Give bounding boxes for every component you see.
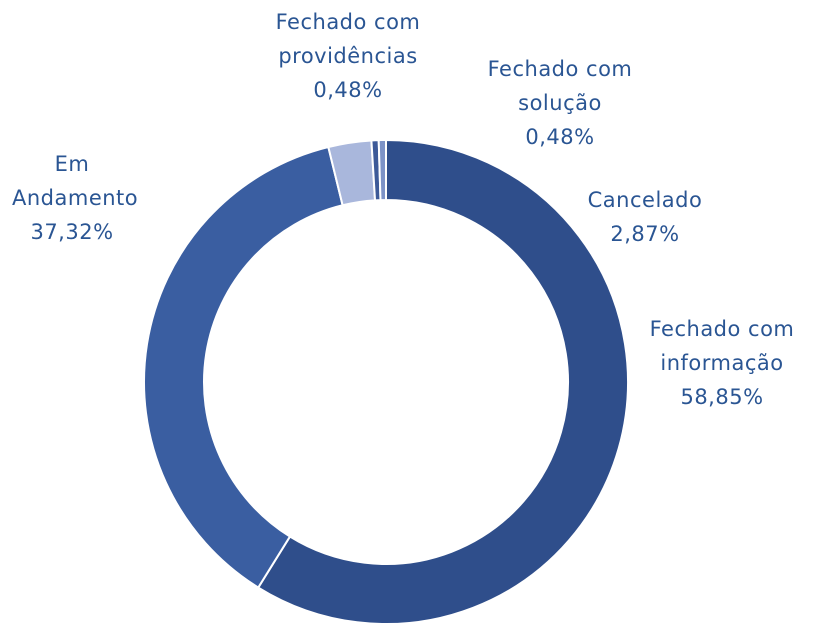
segment-label: Cancelado 2,87%	[560, 183, 730, 251]
value-label: 0,48%	[525, 125, 595, 149]
segment-label: Fechado com solução 0,48%	[470, 52, 650, 154]
donut-segment	[256, 138, 629, 624]
segment-label: Fechado com providências 0,48%	[248, 5, 448, 107]
donut-segment	[143, 145, 344, 589]
category-name: Fechado com informação	[649, 317, 795, 375]
category-name: Cancelado	[587, 188, 703, 212]
value-label: 37,32%	[30, 220, 114, 244]
segment-label: Fechado com informação 58,85%	[627, 312, 813, 414]
value-label: 58,85%	[680, 385, 764, 409]
value-label: 2,87%	[610, 222, 680, 246]
segment-label: Em Andamento 37,32%	[12, 147, 139, 249]
category-name: Fechado com solução	[487, 57, 633, 115]
donut-segment	[377, 138, 387, 202]
value-label: 0,48%	[313, 78, 383, 102]
category-name: Em Andamento	[12, 152, 139, 210]
category-name: Fechado com providências	[275, 10, 421, 68]
